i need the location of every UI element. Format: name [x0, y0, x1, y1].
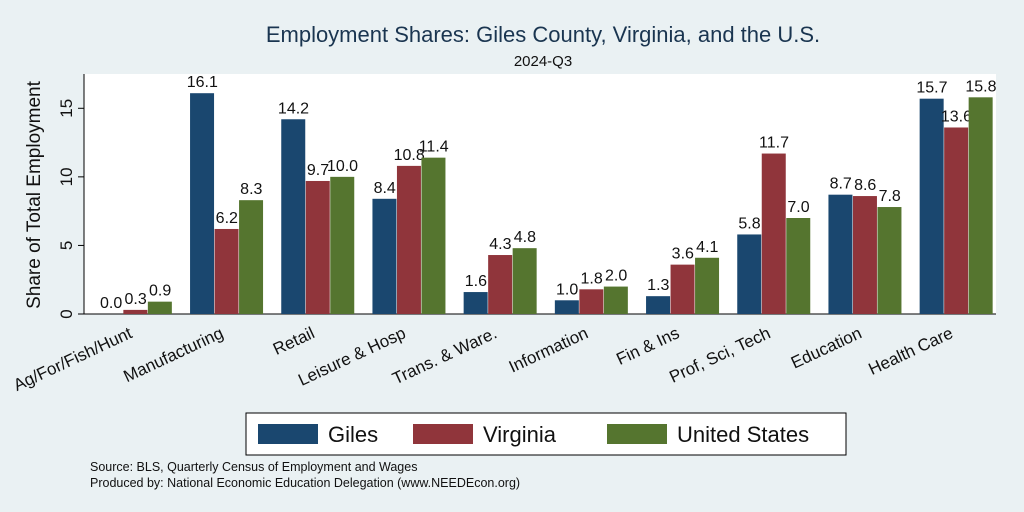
bar: [239, 200, 264, 314]
value-label: 8.6: [854, 177, 876, 194]
value-label: 4.1: [696, 239, 718, 256]
value-label: 0.3: [124, 291, 146, 308]
chart-subtitle: 2024-Q3: [514, 53, 572, 70]
bar: [786, 218, 811, 314]
legend: Giles Virginia United States: [245, 412, 847, 456]
bar: [695, 257, 720, 314]
producer-note: Produced by: National Economic Education…: [90, 476, 520, 490]
bar: [852, 196, 877, 314]
value-label: 3.6: [672, 246, 694, 263]
bar: [396, 165, 421, 314]
bar: [463, 292, 488, 314]
legend-swatch: [607, 424, 667, 444]
legend-swatch: [413, 424, 473, 444]
value-label: 15.8: [965, 78, 996, 95]
bar: [214, 228, 239, 314]
value-label: 8.7: [830, 176, 852, 193]
value-label: 13.6: [941, 108, 972, 125]
bar: [670, 264, 695, 314]
bar: [919, 98, 944, 314]
bar: [512, 248, 537, 314]
bar: [330, 176, 355, 314]
y-axis-label: Share of Total Employment: [24, 80, 45, 308]
value-label: 10.8: [394, 147, 425, 164]
value-label: 8.3: [240, 181, 262, 198]
value-label: 7.0: [787, 199, 809, 216]
legend-label: United States: [677, 422, 809, 447]
legend-label: Virginia: [483, 422, 557, 447]
y-tick-label: 10: [57, 167, 76, 186]
value-label: 1.8: [580, 270, 602, 287]
value-label: 16.1: [187, 74, 218, 91]
x-tick-label: Ag/For/Fish/Hunt: [11, 323, 136, 395]
bar: [421, 157, 446, 314]
x-tick-label: Trans. & Ware.: [389, 323, 499, 388]
y-tick-label: 0: [57, 309, 76, 318]
x-tick-label: Education: [788, 323, 865, 372]
value-label: 15.7: [916, 80, 947, 97]
value-label: 1.6: [465, 273, 487, 290]
value-label: 8.4: [374, 180, 396, 197]
y-tick-label: 5: [57, 241, 76, 250]
value-label: 10.0: [327, 158, 358, 175]
value-label: 1.0: [556, 281, 578, 298]
bar: [147, 301, 172, 314]
value-label: 1.3: [647, 277, 669, 294]
bar: [737, 234, 762, 314]
legend-swatch: [258, 424, 318, 444]
bar: [488, 255, 513, 314]
bar: [190, 93, 215, 314]
bar: [281, 119, 306, 314]
x-tick-label: Retail: [270, 323, 317, 359]
x-tick-label: Manufacturing: [121, 323, 227, 386]
bar: [554, 300, 579, 314]
value-label: 7.8: [879, 188, 901, 205]
legend-box: [245, 412, 847, 456]
bar: [944, 127, 969, 314]
chart-title: Employment Shares: Giles County, Virgini…: [266, 22, 820, 47]
value-label: 4.3: [489, 236, 511, 253]
value-label: 0.0: [100, 295, 122, 312]
x-tick-label: Health Care: [866, 323, 956, 379]
source-note: Source: BLS, Quarterly Census of Employm…: [90, 460, 417, 474]
y-tick-label: 15: [57, 99, 76, 118]
bar: [828, 194, 853, 314]
bar: [968, 97, 993, 314]
value-label: 14.2: [278, 100, 309, 117]
value-label: 4.8: [514, 229, 536, 246]
value-label: 9.7: [307, 162, 329, 179]
bar: [579, 289, 604, 314]
x-tick-label: Information: [506, 323, 591, 376]
value-label: 0.9: [149, 283, 171, 300]
x-tick-label: Prof, Sci, Tech: [666, 323, 773, 386]
bar: [305, 180, 330, 314]
value-label: 11.7: [759, 135, 789, 152]
value-label: 11.4: [419, 139, 449, 156]
legend-label: Giles: [328, 422, 378, 447]
bar: [646, 296, 671, 314]
bar: [603, 286, 628, 314]
value-label: 2.0: [605, 268, 627, 285]
bar: [761, 153, 786, 314]
x-tick-label: Fin & Ins: [613, 323, 682, 369]
value-label: 6.2: [216, 210, 238, 227]
bar: [372, 198, 397, 314]
value-label: 5.8: [738, 215, 760, 232]
bar: [877, 207, 902, 314]
bar: [123, 309, 148, 314]
